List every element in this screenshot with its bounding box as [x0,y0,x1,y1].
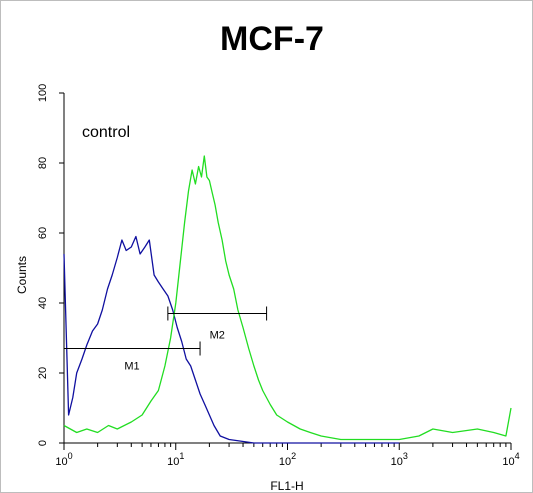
x-tick-exponent: 4 [515,451,520,461]
x-tick-exponent: 2 [291,451,296,461]
y-tick-label-0: 0 [37,440,49,446]
x-tick-base: 10 [502,456,514,468]
x-tick-label-3: 103 [391,451,408,468]
series-line-control [63,235,400,444]
x-tick-label-1: 101 [167,451,184,468]
y-tick-label-60: 60 [37,227,49,239]
x-tick-base: 10 [391,456,403,468]
x-tick-label-2: 102 [279,451,296,468]
control-annotation: control [82,124,130,141]
marker-m2-label: M2 [210,330,225,342]
y-tick-label-40: 40 [37,297,49,309]
y-tick-label-20: 20 [37,367,49,379]
series-line-sample [63,155,512,441]
x-tick-exponent: 1 [179,451,184,461]
x-tick-base: 10 [167,456,179,468]
x-tick-label-0: 100 [55,451,72,468]
x-axis-label: FL1-H [270,479,303,493]
x-tick-base: 10 [55,456,67,468]
x-tick-base: 10 [279,456,291,468]
x-tick-label-4: 104 [502,451,519,468]
x-tick-exponent: 0 [68,451,73,461]
y-tick-label-80: 80 [37,157,49,169]
x-tick-exponent: 3 [403,451,408,461]
y-tick-label-100: 100 [37,84,49,102]
chart-title: MCF-7 [220,20,324,58]
marker-m1-label: M1 [124,361,139,373]
y-axis-label: Counts [15,256,29,294]
